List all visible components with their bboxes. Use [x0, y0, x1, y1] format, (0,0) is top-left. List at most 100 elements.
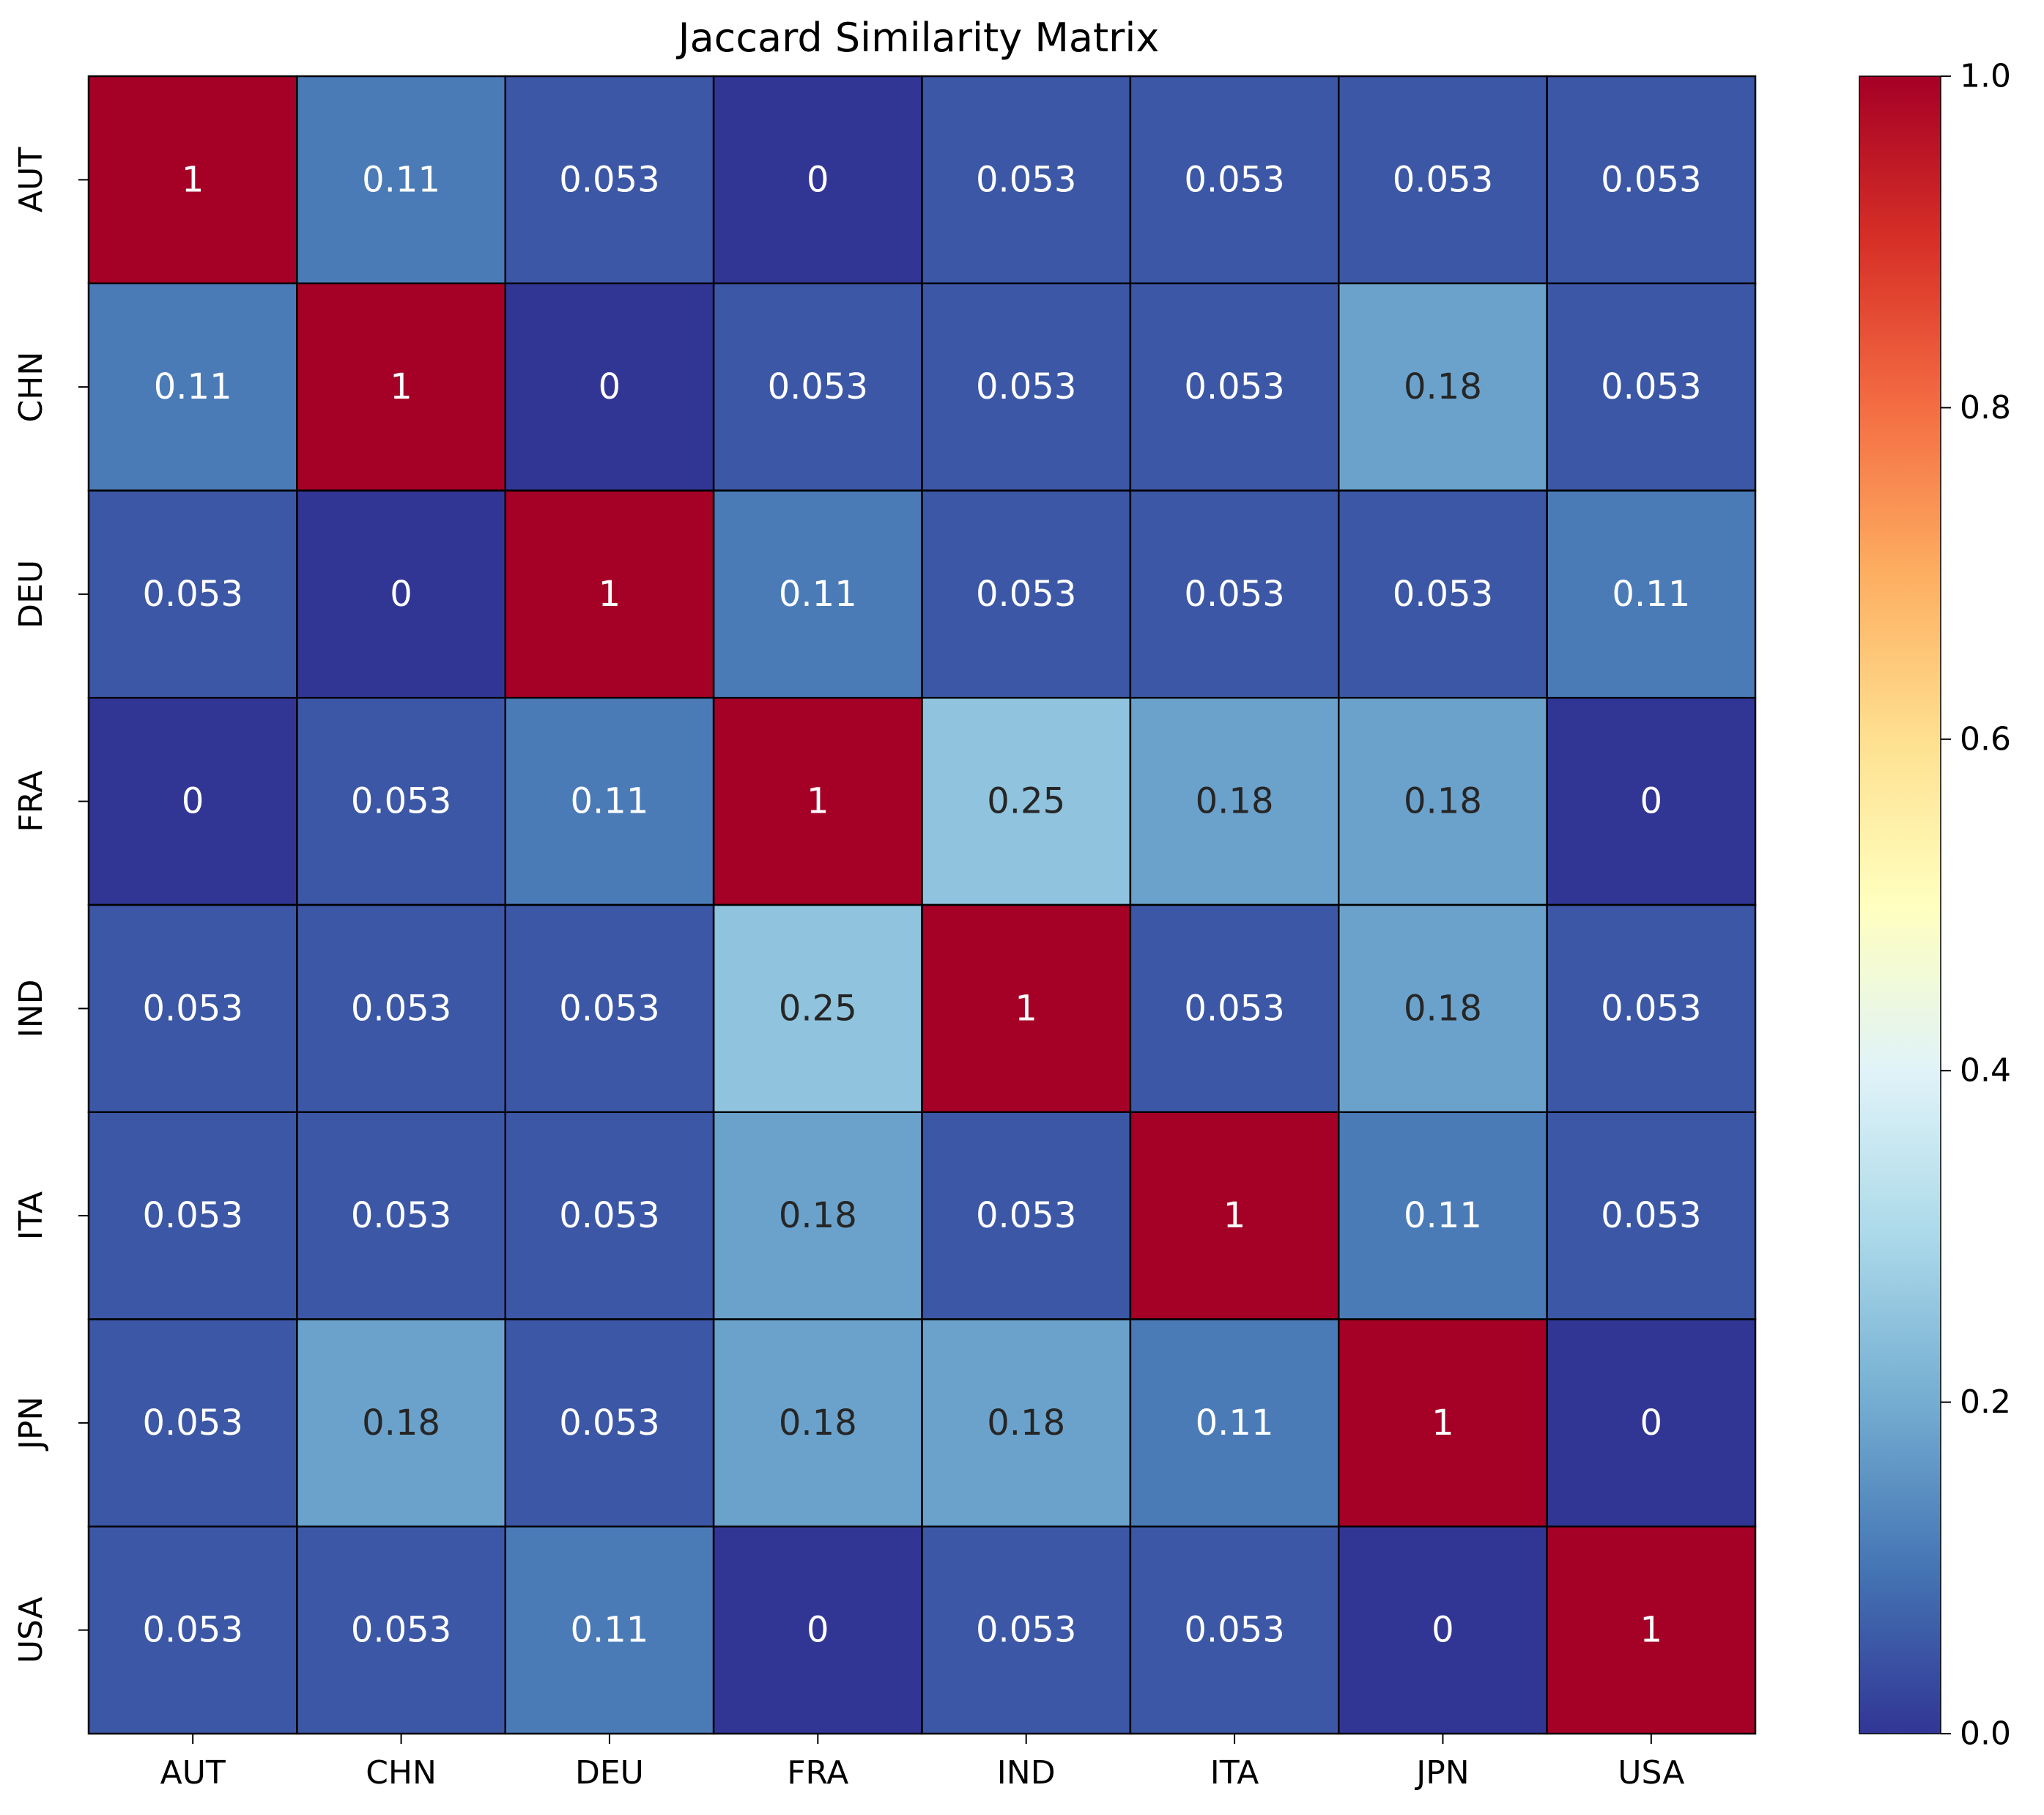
heatmap-cell-JPN-CHN — [296, 1318, 506, 1528]
heatmap-cell-IND-IND — [921, 903, 1132, 1113]
y-tick-label-fra: FRA — [12, 771, 50, 832]
cell-annotation: 0.053 — [351, 781, 451, 822]
heatmap-cell-AUT-DEU — [504, 75, 715, 284]
cell-annotation: 0.18 — [987, 1402, 1065, 1444]
heatmap-cell-IND-DEU — [504, 903, 715, 1113]
cell-annotation: 0.053 — [1601, 988, 1701, 1029]
cell-annotation: 0.053 — [142, 1195, 242, 1236]
heatmap-cell-CHN-FRA — [712, 282, 923, 492]
x-tick-label-deu: DEU — [575, 1754, 644, 1792]
heatmap-cell-AUT-FRA — [712, 75, 923, 284]
cell-annotation: 0.053 — [351, 1610, 451, 1651]
cell-annotation: 0.053 — [142, 1610, 242, 1651]
cell-annotation: 0.053 — [976, 1195, 1076, 1236]
heatmap-cell-ITA-USA — [1546, 1111, 1757, 1320]
x-tick-label-jpn: JPN — [1414, 1754, 1469, 1792]
cell-annotation: 0.25 — [987, 781, 1065, 822]
cell-annotation: 0.18 — [362, 1402, 440, 1444]
heatmap-cell-CHN-JPN — [1338, 282, 1548, 492]
y-tick-label-usa: USA — [12, 1597, 50, 1663]
colorbar-tick-label: 0.6 — [1960, 720, 2011, 758]
heatmap-cell-ITA-IND — [921, 1111, 1132, 1320]
heatmap-cell-DEU-IND — [921, 489, 1132, 699]
heatmap-cell-JPN-JPN — [1338, 1318, 1548, 1528]
colorbar-tick-label: 1.0 — [1960, 58, 2011, 95]
cell-annotation: 1 — [1432, 1402, 1454, 1444]
cell-annotation: 0.053 — [559, 159, 659, 200]
heatmap-cell-ITA-CHN — [296, 1111, 506, 1320]
cell-annotation: 0.11 — [1196, 1402, 1274, 1444]
heatmap-cell-DEU-AUT — [87, 489, 298, 699]
cell-annotation: 0.053 — [1184, 574, 1284, 615]
heatmap-cell-IND-JPN — [1338, 903, 1548, 1113]
cell-annotation: 0.053 — [1601, 159, 1701, 200]
y-tick-label-aut: AUT — [12, 147, 50, 212]
cell-annotation: 0.18 — [779, 1402, 857, 1444]
cell-annotation: 0.25 — [779, 988, 857, 1029]
heatmap-cell-FRA-DEU — [504, 697, 715, 906]
heatmap-cell-JPN-USA — [1546, 1318, 1757, 1528]
heatmap-cell-CHN-IND — [921, 282, 1132, 492]
cell-annotation: 0.18 — [1404, 781, 1482, 822]
heatmap-cell-JPN-DEU — [504, 1318, 715, 1528]
cell-annotation: 0.053 — [559, 1195, 659, 1236]
cell-annotation: 0.053 — [559, 988, 659, 1029]
cell-annotation: 0.11 — [1612, 574, 1690, 615]
cell-annotation: 0.053 — [1601, 366, 1701, 407]
cell-annotation: 0.053 — [1184, 988, 1284, 1029]
y-tick-label-jpn: JPN — [12, 1397, 50, 1452]
cell-annotation: 0 — [807, 159, 829, 200]
cell-annotation: 1 — [390, 366, 412, 407]
cell-annotation: 0.053 — [559, 1402, 659, 1444]
heatmap-cell-CHN-CHN — [296, 282, 506, 492]
cell-annotation: 1 — [1223, 1195, 1246, 1236]
cell-annotation: 0.11 — [571, 1610, 649, 1651]
x-tick-label-aut: AUT — [160, 1754, 226, 1792]
cell-annotation: 0 — [599, 366, 621, 407]
x-tick-label-chn: CHN — [366, 1754, 437, 1792]
cell-annotation: 0.053 — [142, 1402, 242, 1444]
heatmap-cell-USA-ITA — [1129, 1526, 1340, 1735]
cell-annotation: 0.053 — [1393, 574, 1493, 615]
heatmap-cell-FRA-FRA — [712, 697, 923, 906]
cell-annotation: 0 — [1432, 1610, 1454, 1651]
heatmap-cell-FRA-AUT — [87, 697, 298, 906]
y-tick-label-chn: CHN — [12, 352, 50, 423]
cell-annotation: 1 — [599, 574, 621, 615]
cell-annotation: 0.053 — [976, 366, 1076, 407]
cell-annotation: 1 — [1640, 1610, 1663, 1651]
cell-annotation: 0 — [1640, 1402, 1663, 1444]
cell-annotation: 0.11 — [571, 781, 649, 822]
colorbar-tick-label: 0.0 — [1960, 1715, 2011, 1753]
cell-annotation: 0.18 — [1196, 781, 1274, 822]
x-tick-label-usa: USA — [1618, 1754, 1684, 1792]
cell-annotation: 0.18 — [1404, 988, 1482, 1029]
heatmap-cell-USA-USA — [1546, 1526, 1757, 1735]
cell-annotation: 0 — [807, 1610, 829, 1651]
heatmap-cell-JPN-AUT — [87, 1318, 298, 1528]
heatmap-cell-IND-USA — [1546, 903, 1757, 1113]
colorbar-tick-label: 0.4 — [1960, 1052, 2011, 1090]
colorbar-tick-label: 0.8 — [1960, 389, 2011, 426]
y-tick-label-ind: IND — [12, 979, 50, 1038]
cell-annotation: 0 — [1640, 781, 1663, 822]
heatmap-cell-JPN-ITA — [1129, 1318, 1340, 1528]
cell-annotation: 0.053 — [1393, 159, 1493, 200]
heatmap-cell-DEU-DEU — [504, 489, 715, 699]
colorbar-tick-label: 0.2 — [1960, 1383, 2011, 1421]
cell-annotation: 0.18 — [779, 1195, 857, 1236]
cell-annotation: 0.053 — [142, 988, 242, 1029]
cell-annotation: 0.053 — [142, 574, 242, 615]
colorbar — [1859, 75, 1941, 1734]
heatmap-cell-JPN-IND — [921, 1318, 1132, 1528]
heatmap-cell-ITA-DEU — [504, 1111, 715, 1320]
x-tick-label-ind: IND — [997, 1754, 1056, 1792]
heatmap-cell-USA-DEU — [504, 1526, 715, 1735]
cell-annotation: 1 — [1015, 988, 1037, 1029]
heatmap-cell-DEU-FRA — [712, 489, 923, 699]
heatmap-cell-DEU-USA — [1546, 489, 1757, 699]
heatmap-cell-AUT-IND — [921, 75, 1132, 284]
heatmap-cell-CHN-ITA — [1129, 282, 1340, 492]
cell-annotation: 0.11 — [362, 159, 440, 200]
